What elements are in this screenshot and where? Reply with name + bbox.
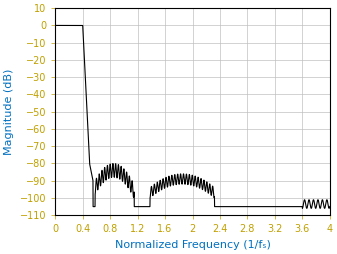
X-axis label: Normalized Frequency (1/fₛ): Normalized Frequency (1/fₛ) xyxy=(115,240,271,250)
Y-axis label: Magnitude (dB): Magnitude (dB) xyxy=(4,69,14,155)
